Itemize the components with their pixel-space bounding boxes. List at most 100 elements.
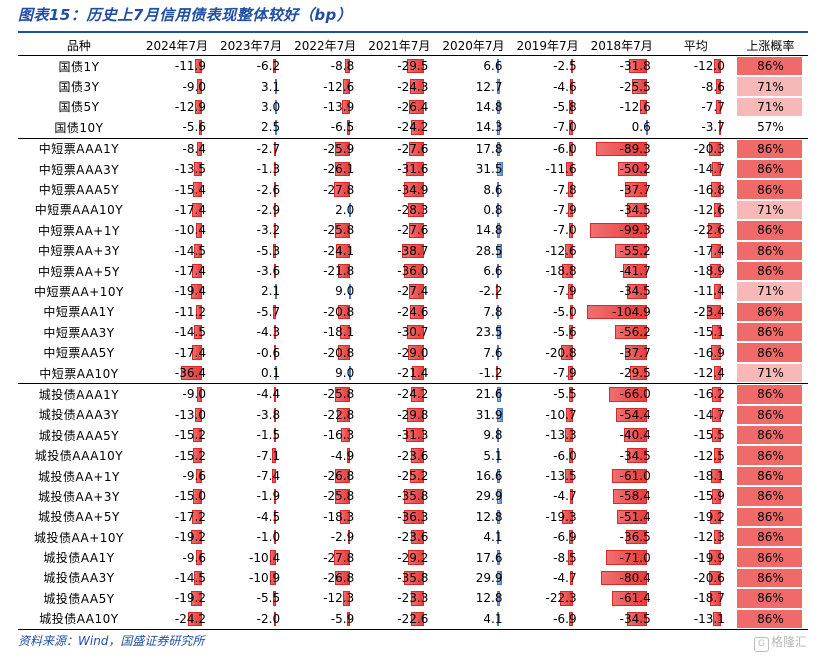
data-bar [561,263,573,279]
cell-value: -12.6 [545,243,577,258]
cell-value: 14.8 [475,99,503,114]
data-bar [274,202,277,218]
data-bar [409,468,425,484]
cell-value: -34.5 [619,202,651,217]
data-bar [343,591,351,606]
cell-value: 28.5 [475,243,503,258]
table-row: 中短票AAA3Y -13.5 -1.3 -26.1 -31.6 31.5 -11.6 -50.… [18,159,808,179]
value-cell: -14.7 [659,159,733,179]
data-bar [496,284,499,299]
data-bar [408,202,425,218]
data-bar [273,509,277,524]
cell-value: -8.5 [553,550,577,565]
data-bar [269,570,277,586]
cell-value: -1.0 [256,530,281,545]
value-cell: -15.5 [659,425,733,445]
data-bar [611,591,647,606]
value-cell: -12.0 [659,56,733,77]
cell-value: -11.4 [693,284,725,299]
value-cell: -40.4 [585,425,659,445]
data-bar [346,120,351,135]
value-cell: -27.6 [362,137,437,159]
probability-cell: 86% [732,383,808,405]
cell-value: -7.7 [701,99,725,114]
title-rule [18,31,808,33]
value-cell: -25.8 [288,486,362,506]
value-cell: 17.8 [436,137,511,159]
cell-value: -3.8 [256,407,281,422]
cell-value: -3.6 [256,264,281,279]
value-cell: -30.7 [362,322,436,342]
data-bar [194,161,202,177]
cell-value: -16.3 [323,428,355,443]
cell-value: -8.8 [330,59,355,74]
cell-value: -27.8 [323,550,355,565]
table-row: 城投债AA1Y -9.6 -10.4 -27.8 -29.2 17.6 -8.5 -71.0 -… [18,547,808,567]
cell-value: -14.5 [174,243,206,258]
probability-value: 86% [757,345,784,360]
data-bar [497,611,500,626]
data-bar [335,161,351,177]
value-cell: 12.7 [436,76,510,96]
value-cell: -26.4 [362,97,436,117]
data-bar [190,284,202,299]
data-bar [192,202,202,218]
value-cell: -5.5 [214,588,288,608]
value-cell: -14.5 [140,241,214,261]
probability-cell: 86% [733,405,808,425]
cell-value: -23.3 [397,591,429,606]
data-bar [272,448,277,463]
value-cell: 31.5 [436,159,510,179]
cell-value: -14.5 [174,325,206,340]
probability-value: 57% [757,120,784,135]
value-cell: -2.7 [213,137,289,159]
data-bar [569,448,573,463]
value-cell: -18.8 [510,261,584,281]
value-cell: 6.6 [436,261,510,281]
column-header: 上涨概率 [732,35,808,56]
data-bar [274,284,277,299]
cell-value: 14.3 [475,120,503,135]
row-label: 中短票AAA10Y [34,203,124,218]
cell-value: -31.6 [397,162,429,177]
cell-value: -15.2 [174,448,206,463]
value-cell: -18.1 [659,466,733,486]
probability-cell: 86% [733,322,808,342]
value-cell: -27.8 [288,547,362,567]
cell-value: -12.6 [323,79,355,94]
value-cell: -35.8 [362,486,436,506]
cell-value: -17.4 [174,202,206,217]
value-cell: 14.8 [436,97,510,117]
probability-value: 86% [757,591,784,606]
probability-fill [736,343,802,362]
cell-value: -34.5 [619,448,651,463]
value-cell: -66.0 [584,383,659,405]
probability-fill [736,200,802,220]
table-body: 国债1Y -11.9 -6.2 -8.8 -29.5 6.6 -2.5 -31.8 -12.0 8… [18,56,808,630]
data-bar [193,428,202,443]
row-label: 中短票AA+5Y [38,264,120,279]
data-bar [334,570,351,586]
cell-value: -17.4 [174,264,206,279]
cell-value: -20.3 [693,141,725,156]
value-cell: 2.0 [288,200,362,220]
cell-value: -1.9 [256,489,281,504]
value-cell: -20.3 [658,137,733,159]
probability-cell: 71% [733,363,808,384]
data-bar [586,304,647,320]
data-bar [497,407,503,423]
value-cell: 9.8 [436,425,510,445]
row-label: 中短票AAA1Y [18,137,140,159]
value-cell: -34.9 [362,179,436,199]
data-bar [567,550,573,565]
data-bar [568,611,573,626]
data-bar [564,468,573,484]
cell-value: -17.4 [174,345,206,360]
cell-value: -36.0 [397,264,429,279]
value-cell: -25.8 [288,220,362,240]
value-cell: -23.6 [362,527,436,547]
value-cell: -17.4 [659,241,733,261]
value-cell: -80.4 [585,568,659,588]
cell-value: -24.1 [323,243,355,258]
cell-value: -56.2 [619,325,651,340]
